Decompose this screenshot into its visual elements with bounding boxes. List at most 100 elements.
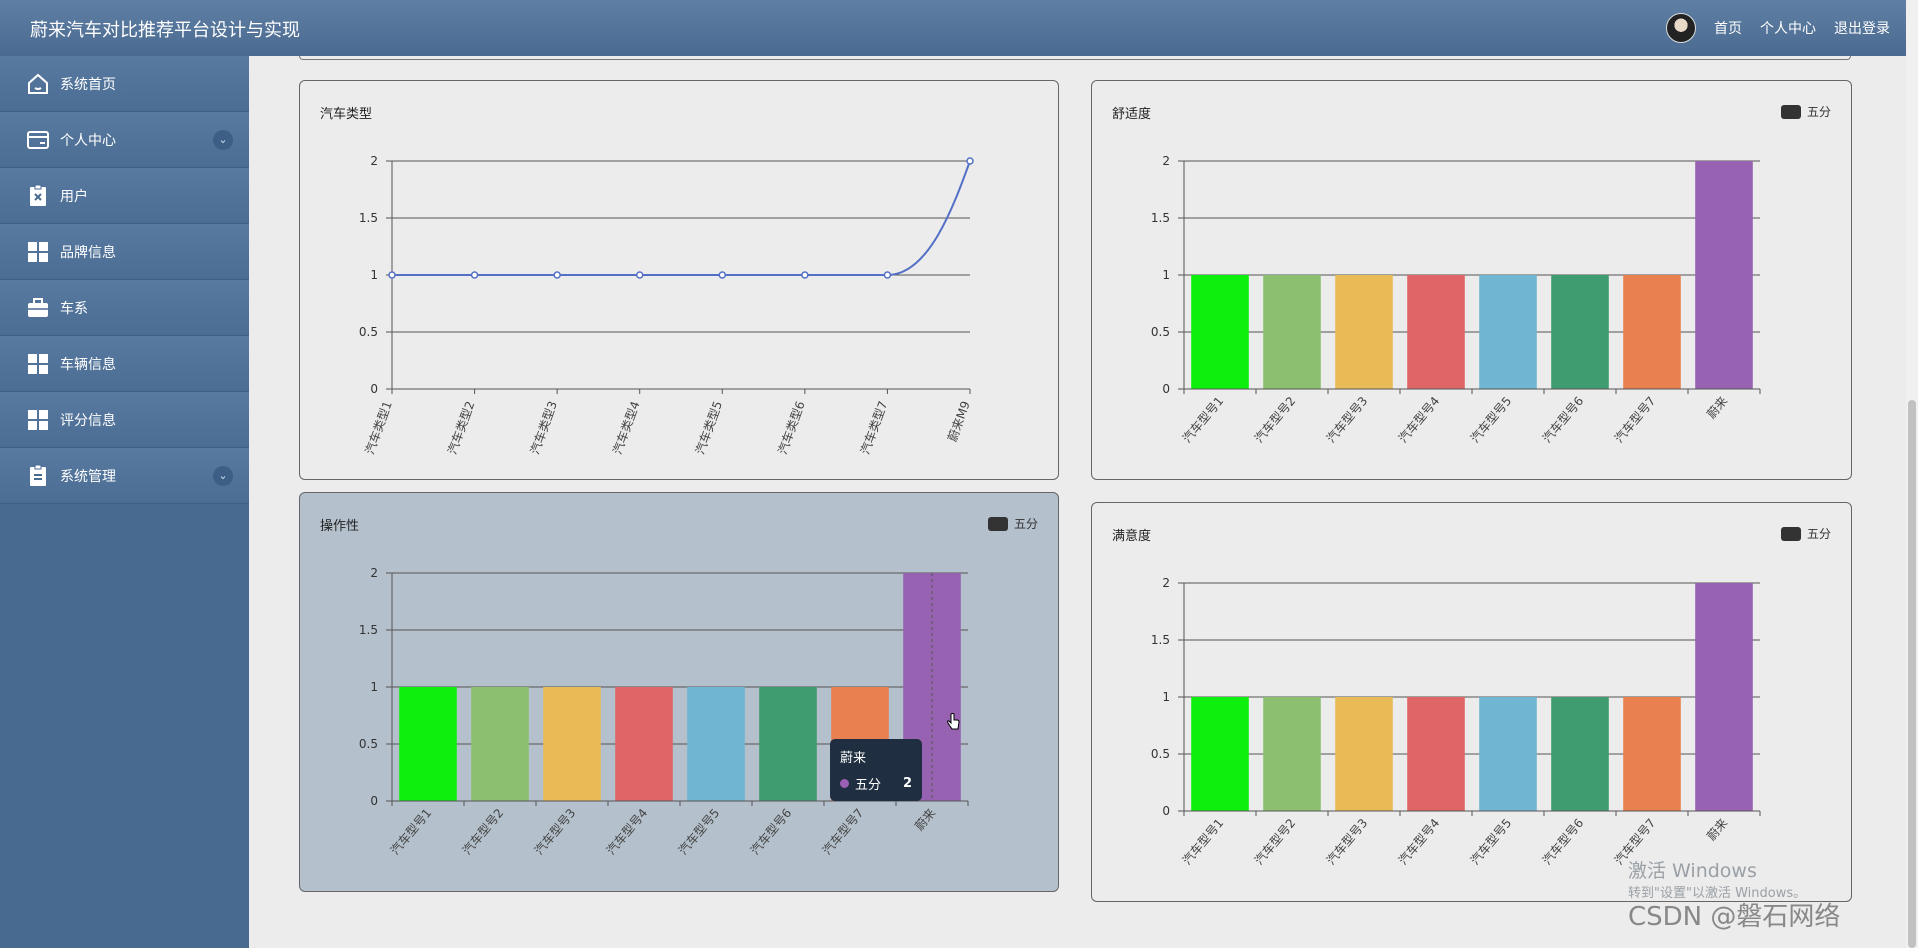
bar bbox=[687, 687, 745, 801]
x-tick-label: 汽车类型5 bbox=[692, 399, 725, 456]
briefcase-icon bbox=[28, 297, 48, 317]
chevron-down-icon[interactable]: ⌄ bbox=[213, 466, 233, 486]
y-tick-label: 0 bbox=[1162, 804, 1170, 818]
x-tick-label: 汽车型号5 bbox=[1467, 815, 1514, 867]
grid-icon bbox=[28, 241, 48, 262]
bar bbox=[1263, 697, 1321, 811]
panel-bottom-edge bbox=[299, 56, 1851, 60]
y-tick-label: 1.5 bbox=[1151, 211, 1170, 225]
bar bbox=[1335, 697, 1393, 811]
x-tick-label: 蔚来M9 bbox=[945, 399, 973, 443]
nav-home-link[interactable]: 首页 bbox=[1714, 21, 1742, 37]
x-tick-label: 汽车型号5 bbox=[1467, 393, 1514, 445]
bar bbox=[1191, 275, 1249, 389]
y-tick-label: 0.5 bbox=[359, 325, 378, 339]
y-tick-label: 1 bbox=[1162, 690, 1170, 704]
app-title: 蔚来汽车对比推荐平台设计与实现 bbox=[30, 20, 300, 41]
card-icon bbox=[27, 130, 49, 149]
page-scrollbar[interactable] bbox=[1906, 0, 1918, 948]
sidebar-item-vehicle[interactable]: 车辆信息 bbox=[0, 336, 249, 392]
chart-title: 汽车类型 bbox=[320, 107, 373, 122]
y-tick-label: 0.5 bbox=[1151, 325, 1170, 339]
bar bbox=[1191, 697, 1249, 811]
x-tick-label: 汽车型号6 bbox=[747, 805, 794, 857]
clipboard-icon bbox=[30, 464, 46, 486]
bar bbox=[1479, 275, 1537, 389]
data-point bbox=[635, 271, 644, 279]
sidebar: 系统首页 个人中心 ⌄ 用户 品牌信息 车系 车辆信息 评分信息 系统管理 ⌄ bbox=[0, 56, 249, 948]
chevron-down-icon[interactable]: ⌄ bbox=[213, 130, 233, 150]
avatar[interactable] bbox=[1666, 13, 1696, 43]
sidebar-item-label: 用户 bbox=[60, 188, 88, 205]
clipboard-x-icon bbox=[30, 184, 46, 206]
data-point bbox=[470, 271, 479, 279]
y-tick-label: 1 bbox=[1162, 268, 1170, 282]
legend-swatch bbox=[987, 516, 1008, 531]
sidebar-item-brand[interactable]: 品牌信息 bbox=[0, 224, 249, 280]
sidebar-item-users[interactable]: 用户 bbox=[0, 168, 249, 224]
x-tick-label: 汽车型号5 bbox=[675, 805, 722, 857]
sidebar-item-label: 系统管理 bbox=[60, 468, 116, 485]
y-tick-label: 1 bbox=[370, 680, 378, 694]
chart-card-car-type: 汽车类型 0 0.5 1 1.5 2 汽车类型1 汽车类型2 汽车类型3 汽车类型4 汽车类型5 汽… bbox=[299, 80, 1059, 480]
x-tick-label: 汽车型号4 bbox=[603, 805, 650, 857]
y-tick-label: 0 bbox=[370, 382, 378, 396]
x-tick-label: 汽车型号3 bbox=[1323, 393, 1370, 445]
chart-title: 操作性 bbox=[320, 519, 360, 534]
y-tick-label: 0.5 bbox=[359, 737, 378, 751]
chart-title: 舒适度 bbox=[1112, 107, 1152, 122]
x-tick-label: 汽车型号2 bbox=[1251, 393, 1298, 445]
nav-logout-link[interactable]: 退出登录 bbox=[1834, 21, 1890, 37]
tooltip-title: 蔚来 bbox=[840, 751, 867, 766]
bar bbox=[1263, 275, 1321, 389]
top-nav: 首页 个人中心 退出登录 bbox=[1666, 0, 1890, 56]
y-tick-label: 0 bbox=[370, 794, 378, 808]
home-icon bbox=[28, 73, 48, 94]
series-line bbox=[392, 160, 971, 276]
x-tick-label: 汽车型号7 bbox=[819, 805, 866, 857]
x-tick-label: 汽车类型1 bbox=[362, 399, 395, 456]
chart-title: 满意度 bbox=[1112, 529, 1152, 544]
data-point bbox=[801, 271, 809, 279]
chart-legend[interactable]: 五分 bbox=[987, 515, 1038, 532]
sidebar-item-label: 车系 bbox=[60, 300, 88, 317]
chart-legend[interactable]: 五分 bbox=[1780, 103, 1831, 120]
scrollbar-thumb[interactable] bbox=[1908, 400, 1916, 948]
sidebar-item-series[interactable]: 车系 bbox=[0, 280, 249, 336]
tooltip-dot bbox=[840, 779, 849, 788]
x-tick-label: 汽车型号1 bbox=[1179, 815, 1226, 867]
sidebar-item-label: 品牌信息 bbox=[60, 244, 116, 261]
chart-card-satisfaction: 满意度 五分 0 0.5 1 1.5 2 汽车型号1 汽车型号2 汽车型号3 汽车型号4 汽车型号… bbox=[1091, 502, 1852, 902]
x-tick-label: 汽车型号3 bbox=[1323, 815, 1370, 867]
legend-label: 五分 bbox=[1013, 517, 1038, 531]
sidebar-item-label: 车辆信息 bbox=[60, 356, 116, 373]
y-tick-label: 2 bbox=[370, 566, 378, 580]
x-tick-label: 蔚来 bbox=[1704, 816, 1730, 843]
sidebar-item-rating[interactable]: 评分信息 bbox=[0, 392, 249, 448]
x-tick-label: 汽车型号4 bbox=[1395, 815, 1442, 867]
x-tick-label: 汽车类型7 bbox=[857, 399, 890, 456]
sidebar-item-profile[interactable]: 个人中心 ⌄ bbox=[0, 112, 249, 168]
x-tick-label: 汽车型号7 bbox=[1611, 393, 1658, 445]
x-tick-label: 汽车型号6 bbox=[1539, 815, 1586, 867]
main-content: 汽车类型 0 0.5 1 1.5 2 汽车类型1 汽车类型2 汽车类型3 汽车类型4 汽车类型5 汽… bbox=[249, 56, 1918, 948]
chart-legend[interactable]: 五分 bbox=[1780, 525, 1831, 542]
x-tick-label: 蔚来 bbox=[1704, 394, 1730, 421]
grid-icon bbox=[28, 409, 48, 430]
bar bbox=[1623, 697, 1681, 811]
sidebar-item-system[interactable]: 系统管理 ⌄ bbox=[0, 448, 249, 504]
grid-icon bbox=[28, 353, 48, 374]
x-tick-label: 汽车类型6 bbox=[775, 399, 808, 456]
windows-activation-hint: 转到"设置"以激活 Windows。 bbox=[1628, 886, 1807, 901]
bar bbox=[1335, 275, 1393, 389]
sidebar-item-home[interactable]: 系统首页 bbox=[0, 56, 249, 112]
y-tick-label: 1.5 bbox=[359, 211, 378, 225]
y-tick-label: 1.5 bbox=[359, 623, 378, 637]
nav-profile-link[interactable]: 个人中心 bbox=[1760, 21, 1816, 37]
data-point bbox=[388, 271, 396, 279]
chart-tooltip: 蔚来 五分 2 bbox=[830, 739, 922, 801]
y-tick-label: 2 bbox=[1162, 576, 1170, 590]
tooltip-series: 五分 bbox=[855, 778, 882, 793]
